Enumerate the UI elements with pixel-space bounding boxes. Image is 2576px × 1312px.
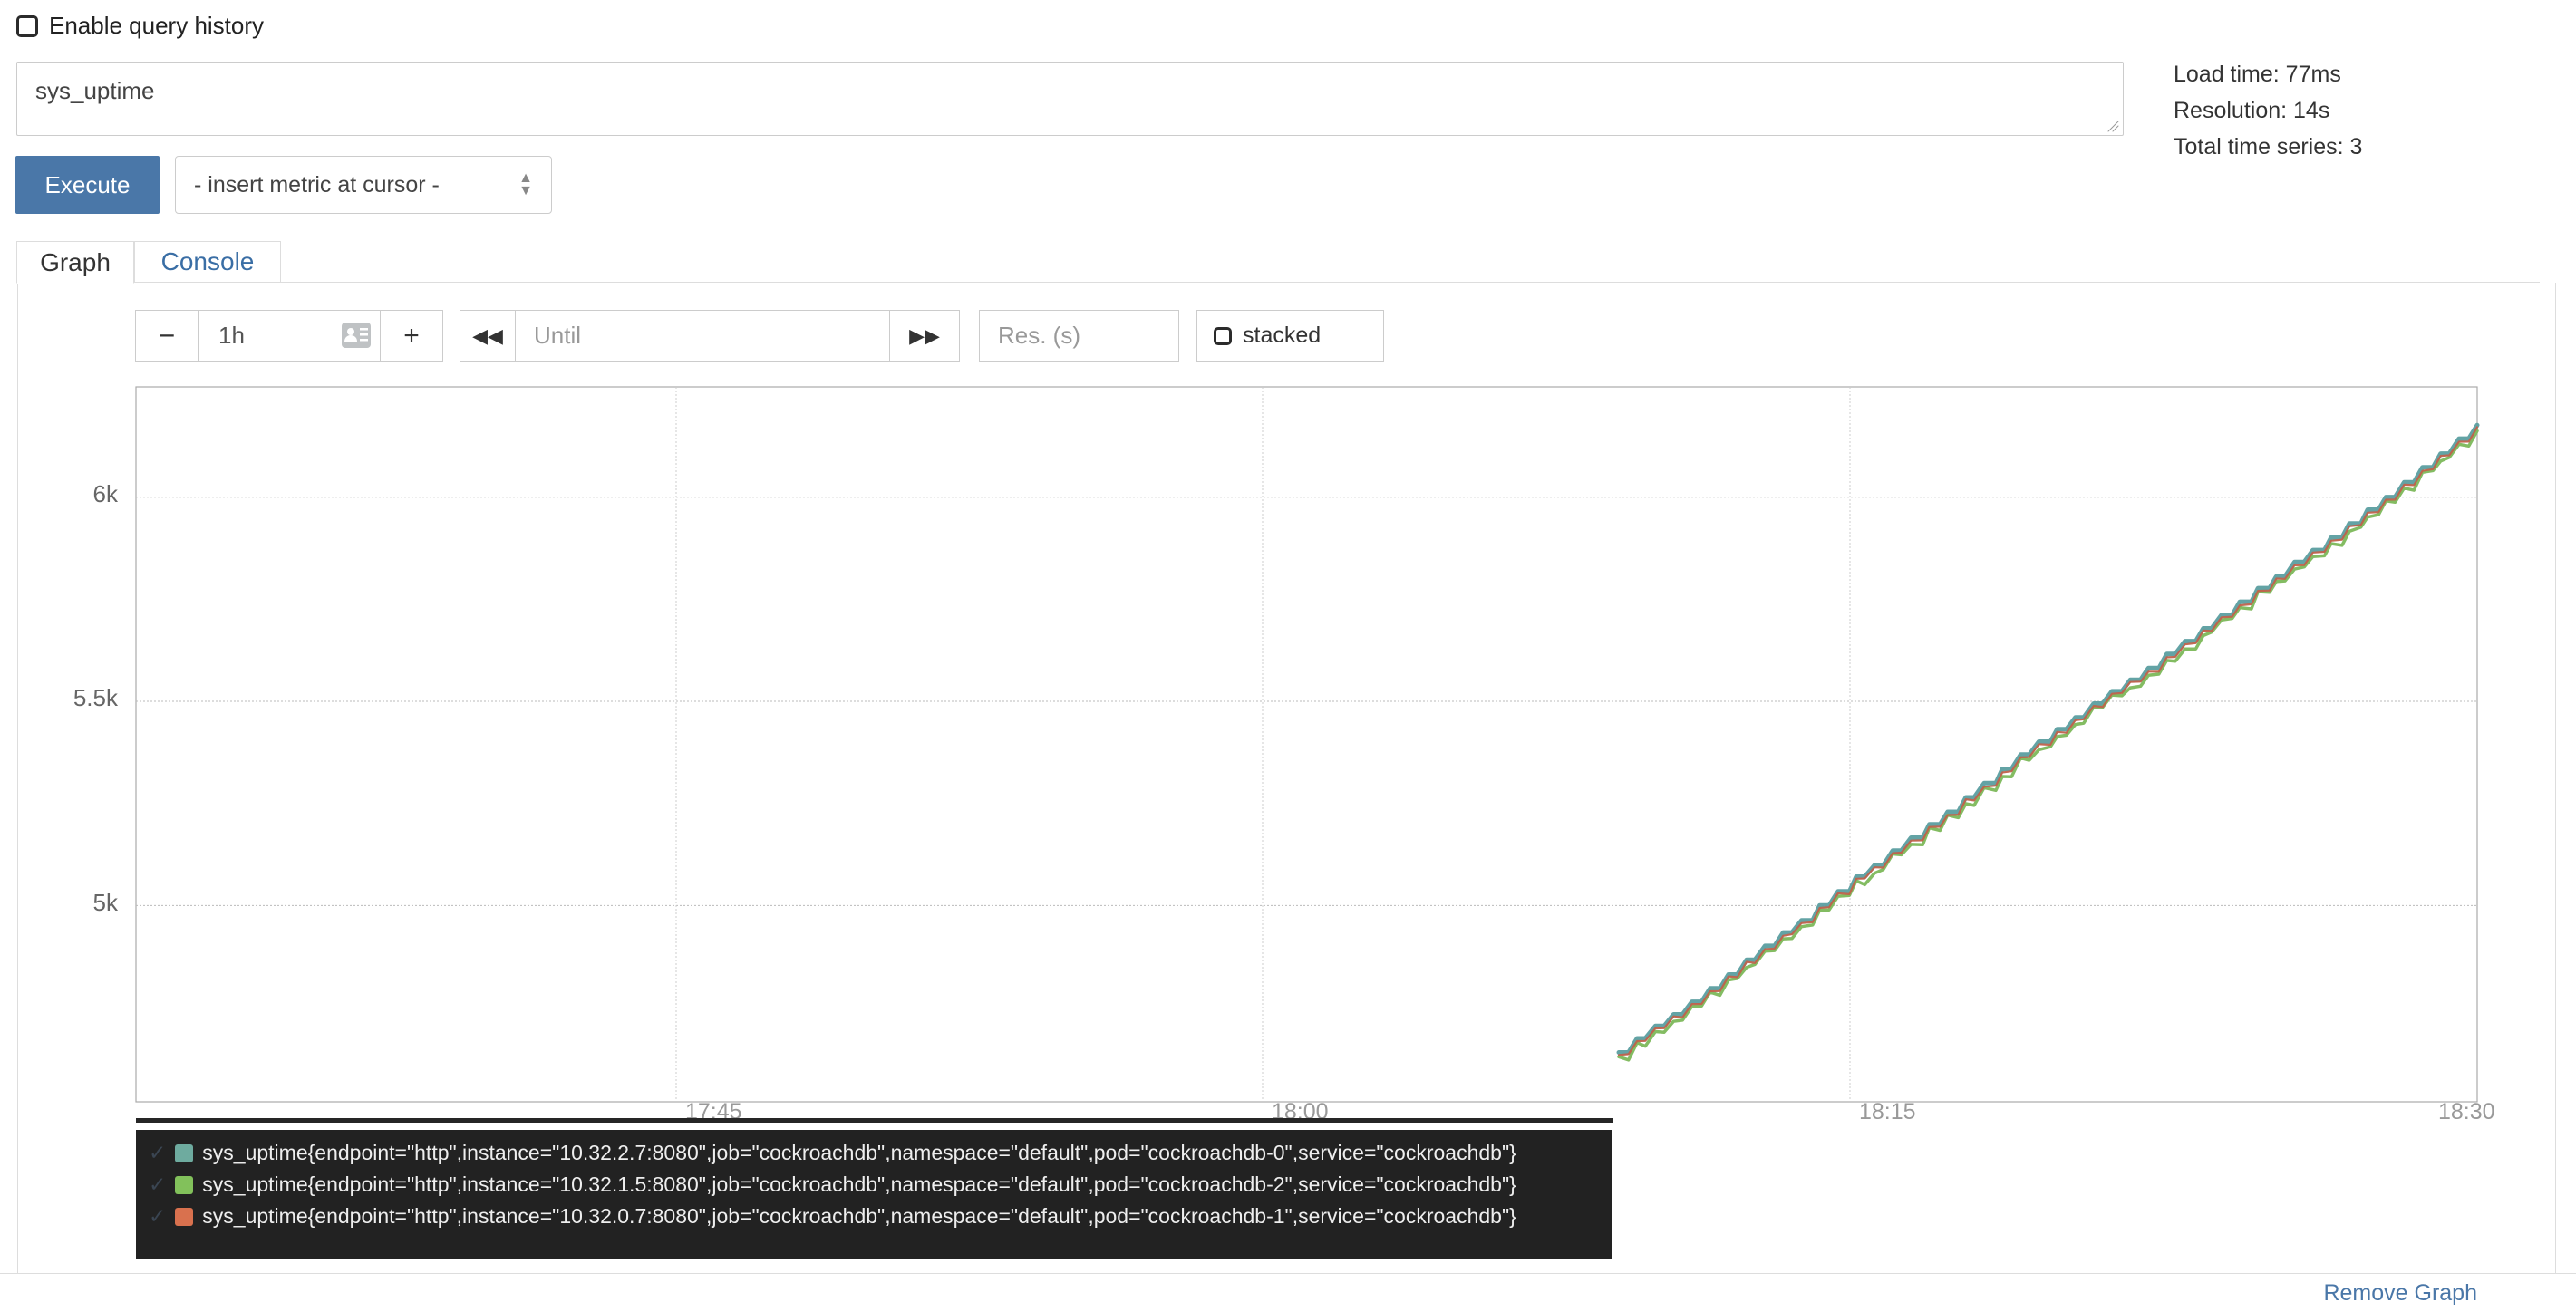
svg-text:18:15: 18:15 (1859, 1099, 1916, 1124)
svg-text:5.5k: 5.5k (73, 684, 119, 711)
svg-text:5k: 5k (93, 889, 119, 916)
svg-text:6k: 6k (93, 480, 119, 507)
svg-text:18:30: 18:30 (2438, 1099, 2495, 1124)
